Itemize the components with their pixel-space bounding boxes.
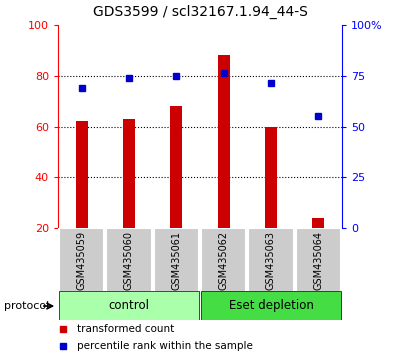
Bar [218, 55, 230, 228]
Text: GSM435061: GSM435061 [171, 231, 181, 290]
Bar [106, 228, 152, 292]
Text: control: control [108, 299, 150, 312]
Text: GSM435060: GSM435060 [124, 231, 134, 290]
Text: GSM435062: GSM435062 [219, 230, 229, 290]
Text: percentile rank within the sample: percentile rank within the sample [77, 341, 252, 351]
Bar [59, 228, 104, 292]
Text: Eset depletion: Eset depletion [228, 299, 314, 312]
Bar [312, 218, 324, 228]
Bar [123, 119, 135, 228]
Text: GDS3599 / scl32167.1.94_44-S: GDS3599 / scl32167.1.94_44-S [92, 5, 308, 19]
Text: GSM435059: GSM435059 [77, 230, 87, 290]
Text: protocol: protocol [4, 301, 49, 311]
Bar [296, 228, 341, 292]
Text: GSM435064: GSM435064 [313, 231, 323, 290]
Text: GSM435063: GSM435063 [266, 231, 276, 290]
Bar [265, 127, 277, 228]
Text: transformed count: transformed count [77, 324, 174, 334]
Bar [170, 106, 182, 228]
Bar [201, 291, 341, 320]
Bar [154, 228, 199, 292]
Bar [248, 228, 294, 292]
Bar [76, 121, 88, 228]
Bar [59, 291, 199, 320]
Bar [201, 228, 246, 292]
